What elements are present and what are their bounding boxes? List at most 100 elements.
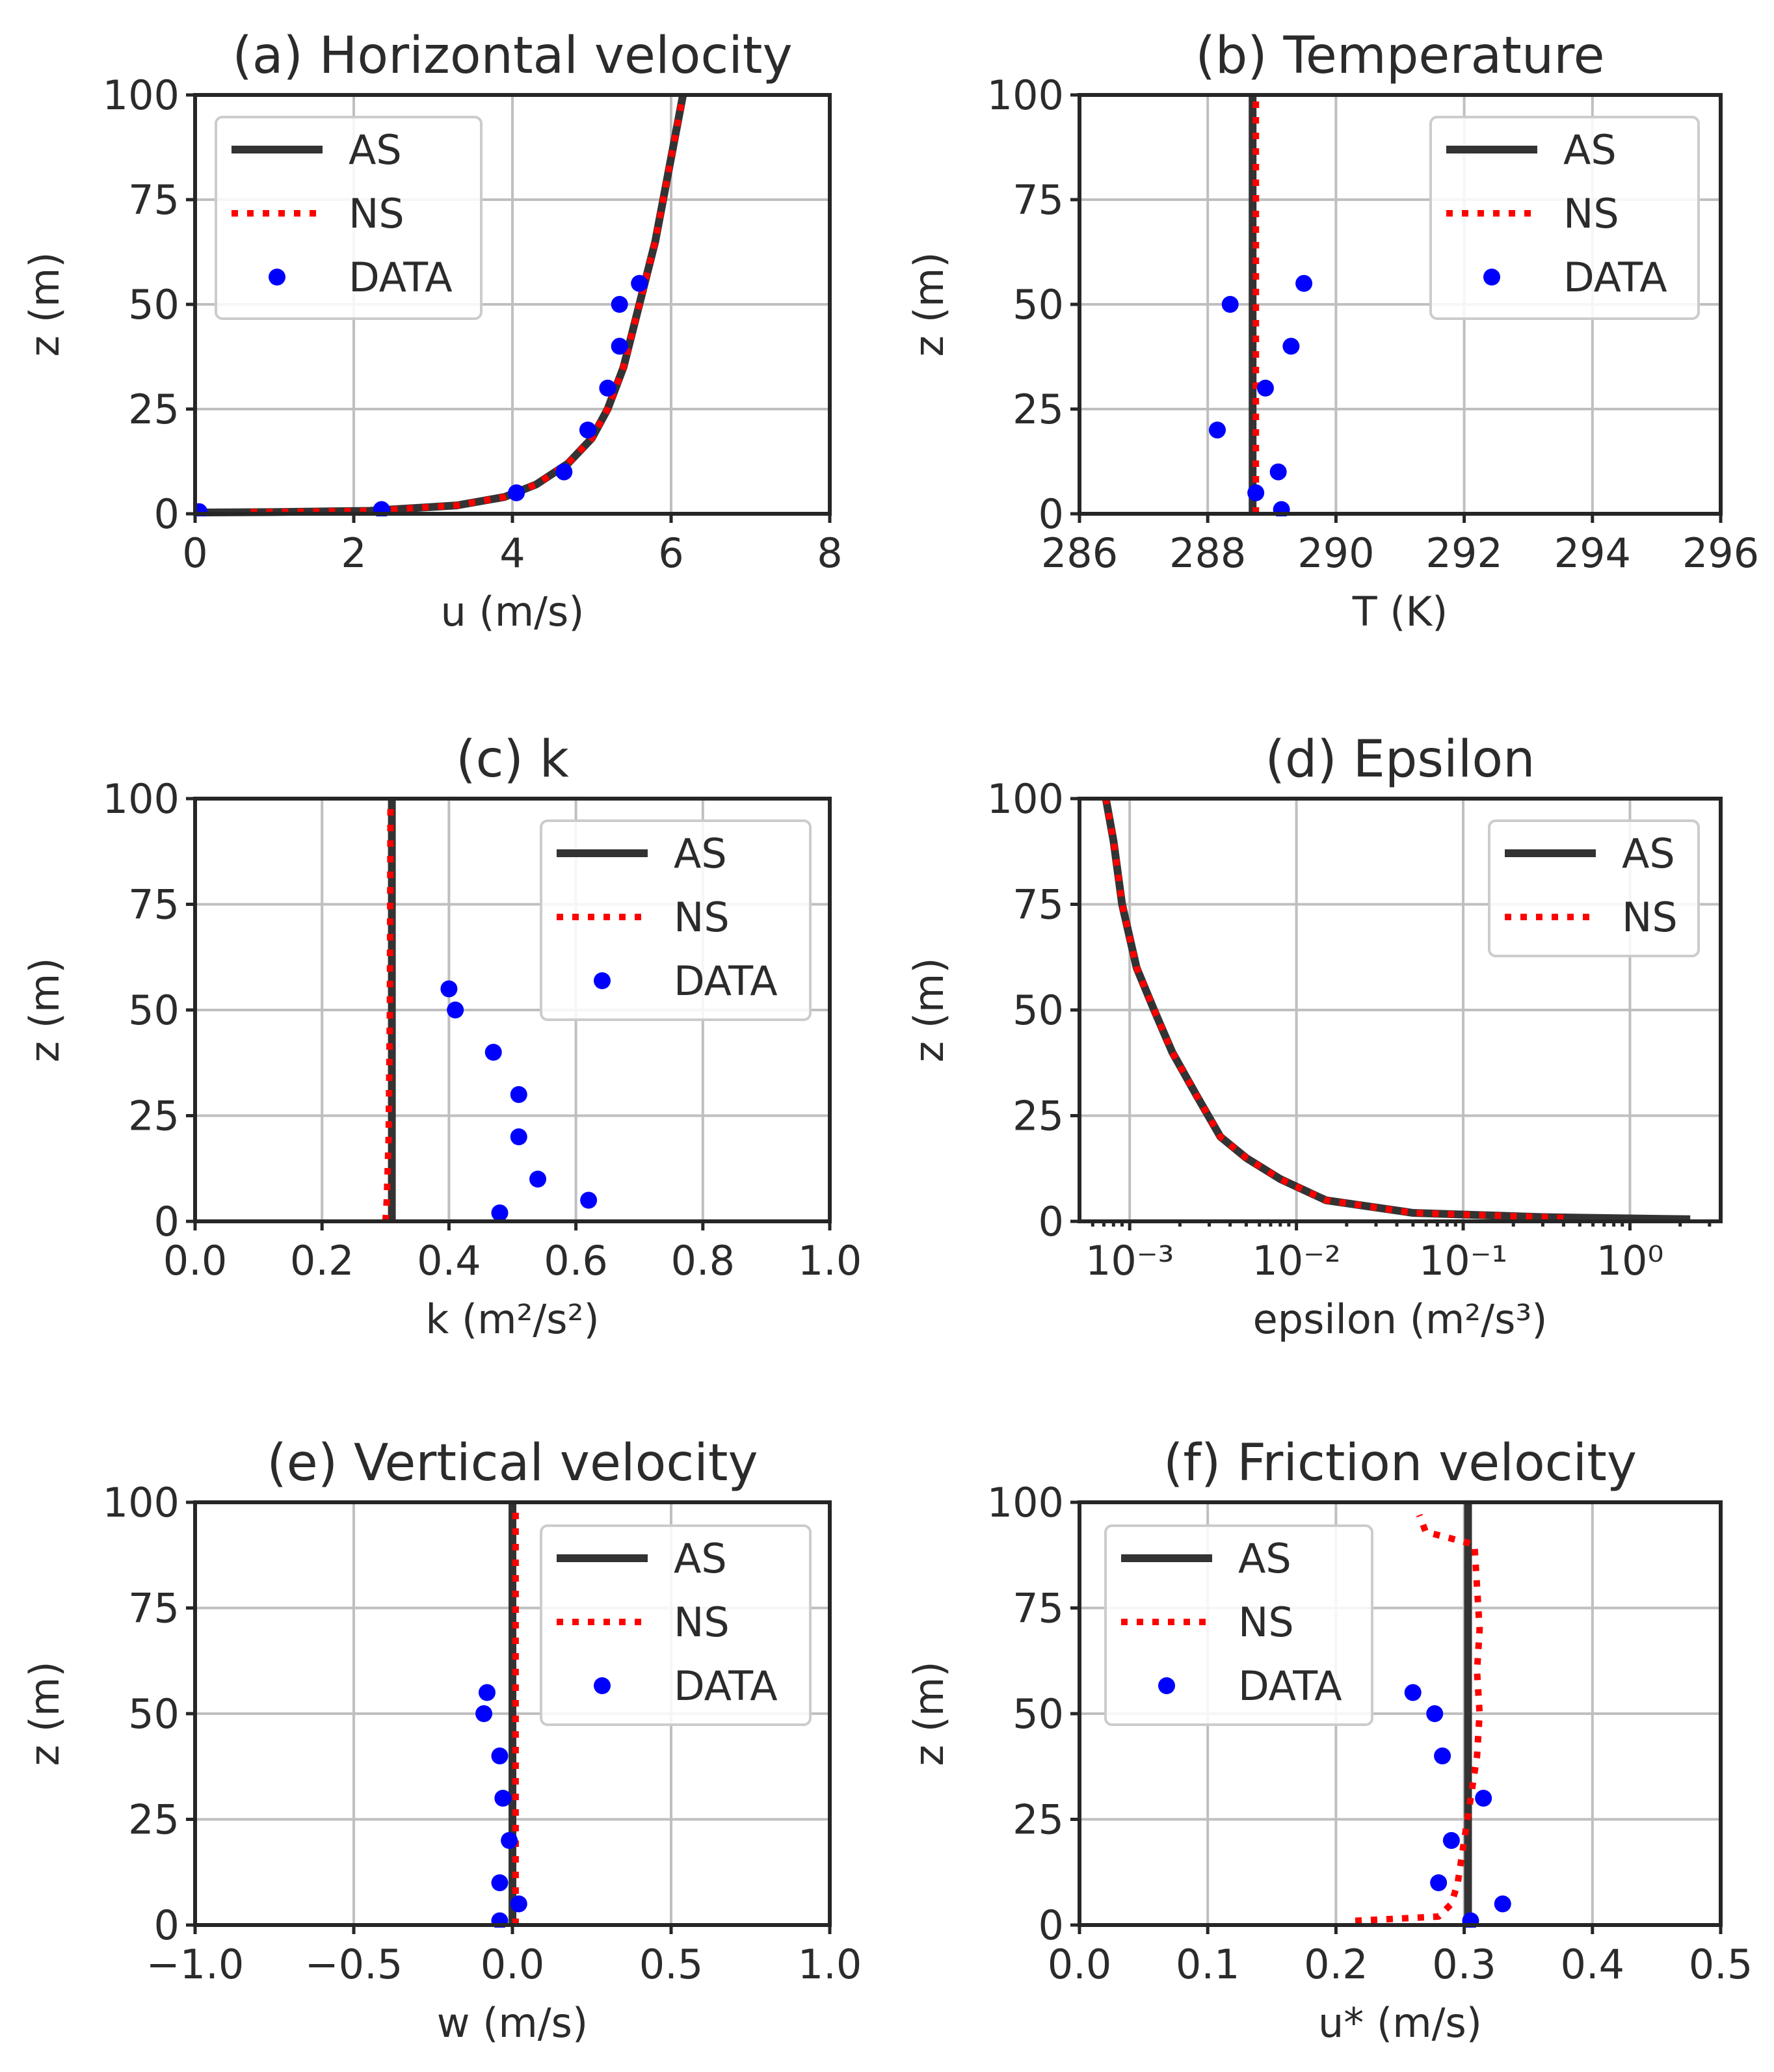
y-tick-label: 0 [1039,1902,1064,1949]
subplot-title: (a) Horizontal velocity [232,27,792,85]
x-tick-label: 0.3 [1432,1941,1496,1988]
data-point [1256,379,1274,397]
y-tick-label: 75 [128,881,179,929]
data-point [529,1171,547,1188]
legend-label: NS [349,190,404,237]
data-point [478,1684,496,1701]
y-tick-label: 75 [128,176,179,224]
y-tick-label: 25 [1013,386,1064,433]
series-layer [1208,95,1313,516]
y-tick-label: 50 [128,987,179,1034]
legend-label: AS [1622,830,1675,877]
legend-box [1104,1524,1373,1726]
data-point [611,338,628,355]
y-tick-label: 75 [128,1585,179,1632]
data-point [440,980,458,998]
x-axis-label: T (K) [1352,588,1448,635]
legend-box [540,1524,812,1726]
data-point [1269,463,1287,481]
y-tick-label: 50 [128,1690,179,1738]
x-tick-label: 290 [1297,529,1374,577]
data-point [1208,421,1226,439]
data-point [508,484,525,501]
y-tick-label: 100 [103,775,179,823]
legend: AS NS [1488,819,1700,957]
x-tick-label: 0.5 [639,1941,704,1988]
y-tick-label: 100 [103,72,179,119]
data-point [494,1790,512,1807]
subplot-a: 0 2 4 6 8 0 25 50 75 100 (a) Horizontal velocity u … [21,27,843,635]
data-point [1404,1684,1422,1701]
legend: AS NS DATA [1104,1524,1373,1726]
series-layer [1355,1502,1511,1928]
y-axis-label: z (m) [905,957,953,1062]
x-tick-label: 294 [1554,529,1631,577]
legend: AS NS DATA [215,116,483,320]
ns-line [1355,1513,1483,1924]
subplot-d: 10⁻³ 10⁻² 10⁻¹ 10⁰ 0 25 50 75 100 (d) Epsilon epsi… [905,730,1723,1343]
data-point [1295,274,1313,292]
x-tick-label: 10⁻² [1252,1237,1340,1284]
x-axis-label: k (m²/s²) [425,1295,599,1343]
x-tick-label: 1.0 [798,1237,862,1284]
y-tick-label: 0 [154,1902,179,1949]
x-tick-label: 292 [1425,529,1502,577]
subplot-f: 0.0 0.1 0.2 0.3 0.4 0.5 0 25 50 75 100 (f) Friction… [905,1434,1753,2047]
y-tick-label: 75 [1013,1585,1064,1632]
data-point [491,1204,509,1221]
data-point [611,296,628,313]
data-point [484,1044,502,1061]
data-point [1282,338,1300,355]
y-tick-label: 0 [1039,490,1064,538]
data-point [631,274,648,292]
y-tick-label: 100 [987,1479,1064,1526]
x-tick-label: 0.5 [1689,1941,1753,1988]
data-point [475,1705,493,1722]
series-layer [382,798,598,1222]
y-tick-label: 25 [128,386,179,433]
x-tick-label: 0.8 [670,1237,735,1284]
data-point [501,1832,518,1849]
legend-box [215,116,483,320]
as-line [1102,797,1691,1223]
legend: AS NS DATA [1429,116,1700,320]
x-tick-label: 0.0 [163,1237,228,1284]
data-point [510,1895,527,1913]
data-point [1494,1895,1511,1913]
data-point [491,1747,509,1764]
y-tick-label: 25 [1013,1093,1064,1140]
series-layer [475,1502,527,1928]
y-tick-label: 25 [128,1093,179,1140]
x-tick-label: 0.6 [544,1237,608,1284]
legend-label: NS [1238,1599,1294,1646]
x-tick-label: 0.4 [1560,1941,1624,1988]
y-tick-label: 50 [1013,281,1064,328]
legend-data-swatch [269,269,285,286]
legend: AS NS DATA [540,1524,812,1726]
y-tick-label: 25 [128,1796,179,1844]
data-point [1442,1832,1460,1849]
legend: AS NS DATA [540,819,812,1021]
legend-label: NS [1622,894,1678,941]
y-axis-label: z (m) [21,252,68,356]
legend-box [1429,116,1700,320]
x-tick-label: 0.0 [1048,1941,1112,1988]
series-layer [1102,797,1691,1223]
legend-label: NS [674,894,730,941]
legend-label: DATA [674,1662,778,1710]
x-tick-label: −0.5 [305,1941,403,1988]
data-point [579,421,596,439]
legend-label: AS [674,830,727,877]
y-tick-label: 50 [1013,987,1064,1034]
data-point [1434,1747,1451,1764]
subplot-title: (e) Vertical velocity [267,1434,758,1493]
x-tick-label: 0.4 [417,1237,481,1284]
data-point [580,1191,598,1209]
data-point [1430,1874,1448,1891]
data-point [555,463,573,481]
data-point [1426,1705,1444,1722]
subplot-title: (b) Temperature [1195,27,1604,85]
ns-line [250,94,687,516]
x-tick-label: 10⁻¹ [1419,1237,1507,1284]
